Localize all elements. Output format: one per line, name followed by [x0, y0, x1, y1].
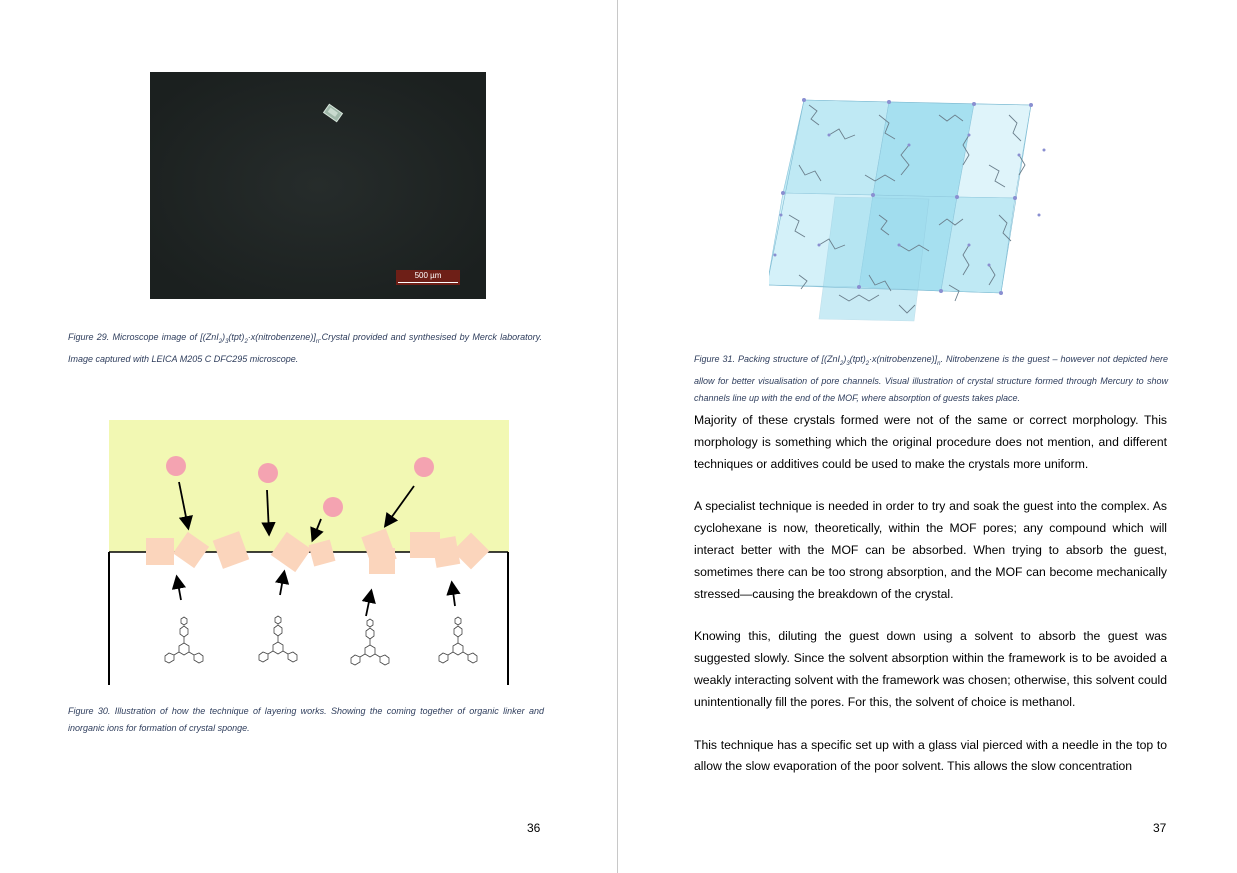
right-page: Figure 31. Packing structure of [(ZnI2)3… — [619, 0, 1237, 873]
figure-31-caption: Figure 31. Packing structure of [(ZnI2)3… — [694, 354, 1168, 403]
scale-label: 500 µm — [414, 271, 442, 280]
page-number: 36 — [527, 821, 541, 835]
paragraph: Knowing this, diluting the guest down us… — [694, 629, 1167, 709]
solvent-layer — [109, 420, 509, 552]
metal-ions — [166, 456, 434, 517]
figure-30-caption: Figure 30. Illustration of how the techn… — [68, 706, 544, 733]
layering-illustration — [108, 420, 509, 685]
atoms — [773, 98, 1046, 295]
paragraph: Majority of these crystals formed were n… — [694, 413, 1167, 471]
arrows — [171, 481, 461, 617]
unit-cells — [769, 99, 1032, 322]
mof-packing-structure — [769, 98, 1046, 322]
framework-molecules — [788, 104, 1026, 314]
crystal-blocks — [146, 528, 490, 574]
microscope-image: 500 µm — [150, 72, 486, 299]
figure-29-caption: Figure 29. Microscope image of [(ZnI2)3(… — [68, 332, 542, 364]
scale-bar: 500 µm — [396, 270, 460, 285]
body-text: Majority of these crystals formed were n… — [694, 410, 1167, 799]
paragraph: This technique has a specific set up wit… — [694, 737, 1167, 774]
crystal-photo — [150, 72, 486, 299]
page-gutter — [616, 0, 618, 873]
left-page: 500 µm Figure 29. Microscope image of [(… — [0, 0, 617, 873]
organic-linkers — [164, 615, 478, 666]
page-number: 37 — [1153, 821, 1167, 835]
scale-line — [398, 282, 458, 283]
paragraph: A specialist technique is needed in orde… — [694, 499, 1167, 601]
crystal — [322, 103, 344, 123]
